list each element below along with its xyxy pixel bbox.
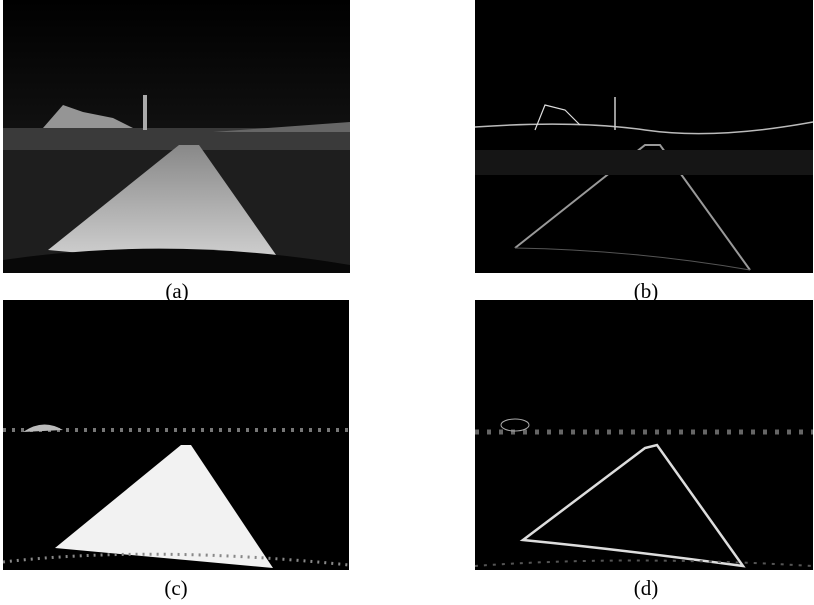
- panel-caption: (b): [634, 279, 659, 303]
- figure: (a) (b) (c) (d): [0, 0, 814, 605]
- panel-c-image: [3, 300, 349, 570]
- page: {"figure": {"panels": [ {"label": "(a)"}…: [0, 0, 814, 605]
- panel-caption: (d): [634, 576, 659, 600]
- panel-b-image: [475, 0, 813, 273]
- panel-caption: (a): [165, 279, 188, 303]
- panel-d-image: [475, 300, 813, 570]
- panel-caption: (c): [164, 576, 187, 600]
- panel-a-image: [3, 0, 350, 273]
